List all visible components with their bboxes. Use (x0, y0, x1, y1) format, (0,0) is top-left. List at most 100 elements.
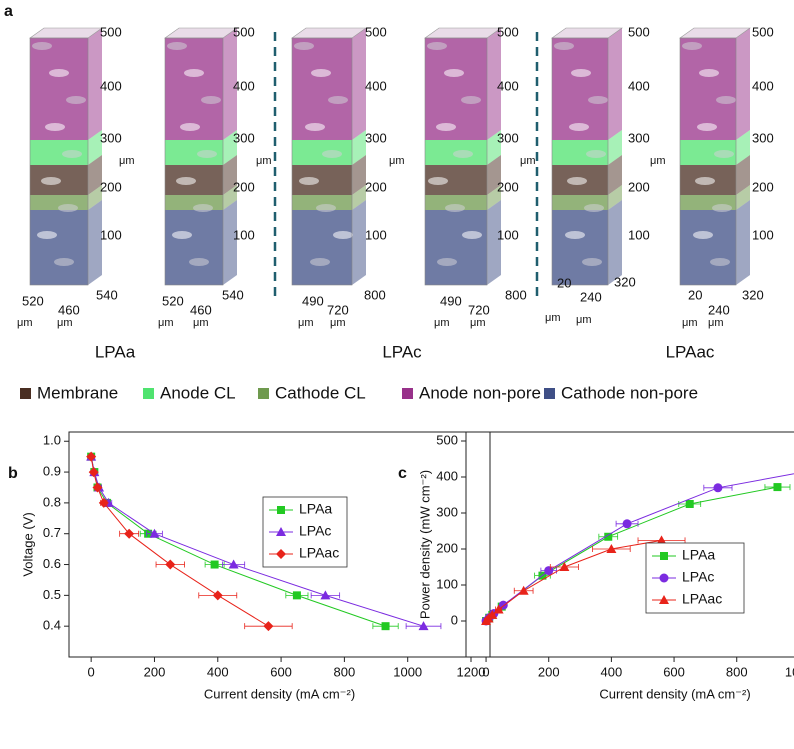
base-unit: μm (470, 317, 486, 329)
block-side (88, 130, 102, 165)
y-tick-label: 400 (436, 468, 458, 483)
legend-label: LPAc (682, 569, 714, 585)
base-tick-label: 490 (440, 293, 462, 308)
base-tick-label: 320 (742, 287, 764, 302)
block-side (487, 28, 501, 140)
base-unit: μm (17, 317, 33, 329)
block-texture (714, 150, 734, 158)
marker (656, 535, 667, 545)
marker (487, 609, 498, 619)
block-side (223, 155, 237, 195)
z-tick-label: 400 (233, 78, 255, 93)
marker (228, 559, 239, 569)
x-axis-label: Current density (mA cm⁻²) (204, 686, 355, 701)
marker (263, 621, 274, 632)
base-tick-label: 800 (364, 287, 386, 302)
block-layer (292, 140, 352, 165)
y-tick-label: 0.4 (43, 618, 61, 633)
base-unit: μm (57, 317, 73, 329)
x-tick-label: 0 (482, 664, 489, 679)
block-texture (54, 258, 74, 266)
z-tick-label: 100 (628, 227, 650, 242)
series-line (90, 456, 424, 627)
block-texture (333, 231, 353, 239)
block-top (424, 27, 502, 39)
marker (518, 585, 529, 595)
block-texture (554, 42, 574, 50)
block-side (608, 28, 622, 140)
y-tick-label: 0.9 (43, 464, 61, 479)
block-texture (571, 69, 591, 77)
block-layer (425, 195, 487, 210)
x-tick-label: 800 (726, 664, 748, 679)
base-tick-label: 460 (58, 302, 80, 317)
block-texture (693, 231, 713, 239)
legend-label: LPAac (682, 591, 722, 607)
base-tick-label: 20 (557, 275, 571, 290)
x-tick-label: 1000 (393, 664, 422, 679)
base-unit: μm (193, 317, 209, 329)
y-tick-label: 0 (451, 612, 458, 627)
y-tick-label: 0.5 (43, 587, 61, 602)
base-unit: μm (545, 312, 561, 324)
block-texture (699, 69, 719, 77)
block-texture (586, 150, 606, 158)
panel-label: b (8, 465, 18, 482)
block-texture (49, 69, 69, 77)
block-side (352, 155, 366, 195)
block-texture (197, 150, 217, 158)
z-tick-label: 200 (365, 179, 387, 194)
z-tick-label: 200 (100, 179, 122, 194)
marker (685, 500, 694, 508)
block-texture (716, 96, 736, 104)
block-side (608, 200, 622, 285)
block-texture (437, 258, 457, 266)
x-tick-label: 1000 (785, 664, 794, 679)
block-side (352, 28, 366, 140)
z-unit: μm (389, 155, 405, 167)
marker (544, 566, 554, 576)
marker (606, 544, 617, 553)
block-texture (436, 123, 456, 131)
block-layer (165, 210, 223, 285)
block-texture (588, 96, 608, 104)
block-side (736, 130, 750, 165)
z-tick-label: 300 (628, 130, 650, 145)
block-texture (180, 123, 200, 131)
base-tick-label: 800 (505, 287, 527, 302)
z-tick-label: 100 (233, 227, 255, 242)
block-texture (310, 258, 330, 266)
x-tick-label: 600 (270, 664, 292, 679)
legend-swatch (20, 388, 31, 399)
block-layer (425, 38, 487, 140)
block-texture (41, 177, 61, 185)
z-tick-label: 300 (233, 130, 255, 145)
marker (276, 549, 286, 559)
y-tick-label: 0.8 (43, 494, 61, 509)
base-tick-label: 240 (580, 289, 602, 304)
block-frame (551, 37, 609, 286)
block-side (88, 200, 102, 285)
z-tick-label: 500 (752, 24, 774, 39)
x-tick-label: 200 (538, 664, 560, 679)
z-tick-label: 500 (233, 24, 255, 39)
block-texture (299, 177, 319, 185)
z-tick-label: 100 (497, 227, 519, 242)
legend-swatch (258, 388, 269, 399)
block-texture (682, 42, 702, 50)
z-tick-label: 300 (752, 130, 774, 145)
marker (660, 552, 668, 560)
block-texture (695, 177, 715, 185)
y-tick-label: 0.7 (43, 525, 61, 540)
z-tick-label: 500 (497, 24, 519, 39)
x-tick-label: 600 (663, 664, 685, 679)
block-side (352, 185, 366, 210)
z-tick-label: 200 (233, 179, 255, 194)
marker (559, 562, 570, 571)
base-unit: μm (158, 317, 174, 329)
block-texture (712, 204, 732, 212)
z-tick-label: 300 (497, 130, 519, 145)
block-layer (292, 210, 352, 285)
z-tick-label: 500 (100, 24, 122, 39)
